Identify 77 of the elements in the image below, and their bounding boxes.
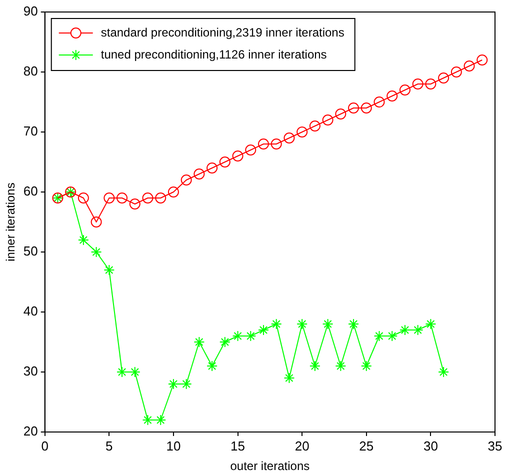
x-tick-label: 30 <box>423 438 438 454</box>
x-tick-label: 25 <box>359 438 374 454</box>
point <box>168 378 179 390</box>
x-tick-label: 35 <box>488 438 502 454</box>
point <box>386 90 398 102</box>
point <box>219 156 230 168</box>
point <box>348 102 360 114</box>
point <box>399 84 410 96</box>
point <box>116 192 128 204</box>
point <box>476 54 488 66</box>
point <box>374 330 385 342</box>
point <box>90 216 102 228</box>
point <box>296 126 308 138</box>
point <box>245 330 256 342</box>
point <box>78 192 89 204</box>
point <box>90 246 102 258</box>
point <box>258 138 269 150</box>
point <box>309 120 320 132</box>
y-tick-label: 30 <box>23 364 38 379</box>
point <box>232 330 244 342</box>
point <box>348 318 360 330</box>
point <box>322 318 334 330</box>
point <box>78 234 89 246</box>
point <box>104 192 115 204</box>
point <box>322 114 334 126</box>
legend-label: standard preconditioning,2319 inner iterations <box>100 25 344 40</box>
point <box>425 318 436 330</box>
point <box>232 150 244 162</box>
point <box>464 60 475 72</box>
point <box>412 78 424 90</box>
y-tick-label: 70 <box>23 124 38 139</box>
point <box>360 360 372 372</box>
x-tick-label: 10 <box>166 438 181 454</box>
point <box>284 132 295 144</box>
point <box>245 144 256 156</box>
point <box>425 78 436 90</box>
x-tick-label: 20 <box>294 438 310 454</box>
point <box>399 324 410 336</box>
y-tick-label: 80 <box>23 64 38 79</box>
point <box>104 264 115 276</box>
point <box>386 330 398 342</box>
point <box>284 372 295 384</box>
y-axis-title: inner iterations <box>4 182 18 262</box>
point <box>335 360 346 372</box>
point <box>219 336 230 348</box>
point <box>270 318 282 330</box>
point <box>142 192 154 204</box>
x-tick-label: 5 <box>106 438 113 454</box>
point <box>450 66 462 78</box>
point <box>194 168 205 180</box>
point <box>438 366 450 378</box>
x-tick-label: 15 <box>230 438 246 454</box>
point <box>438 72 450 84</box>
point <box>129 198 140 210</box>
point <box>270 138 282 150</box>
point <box>335 108 346 120</box>
point <box>258 324 269 336</box>
point <box>194 336 205 348</box>
y-tick-label: 90 <box>23 4 38 19</box>
point <box>296 318 308 330</box>
point <box>168 186 179 198</box>
point <box>206 162 218 174</box>
point <box>155 192 166 204</box>
point <box>155 414 166 426</box>
point <box>180 174 192 186</box>
y-tick-label: 60 <box>23 184 38 199</box>
y-tick-label: 40 <box>23 304 38 319</box>
point <box>360 102 372 114</box>
legend-label: tuned preconditioning,1126 inner iterations <box>100 47 327 62</box>
point <box>309 360 320 372</box>
point <box>142 414 154 426</box>
y-tick-label: 20 <box>23 424 38 439</box>
x-axis-title: outer iterations <box>230 459 310 474</box>
point <box>374 96 385 108</box>
y-tick-label: 50 <box>23 244 38 259</box>
point <box>206 360 218 372</box>
x-tick-label: 0 <box>41 438 48 454</box>
